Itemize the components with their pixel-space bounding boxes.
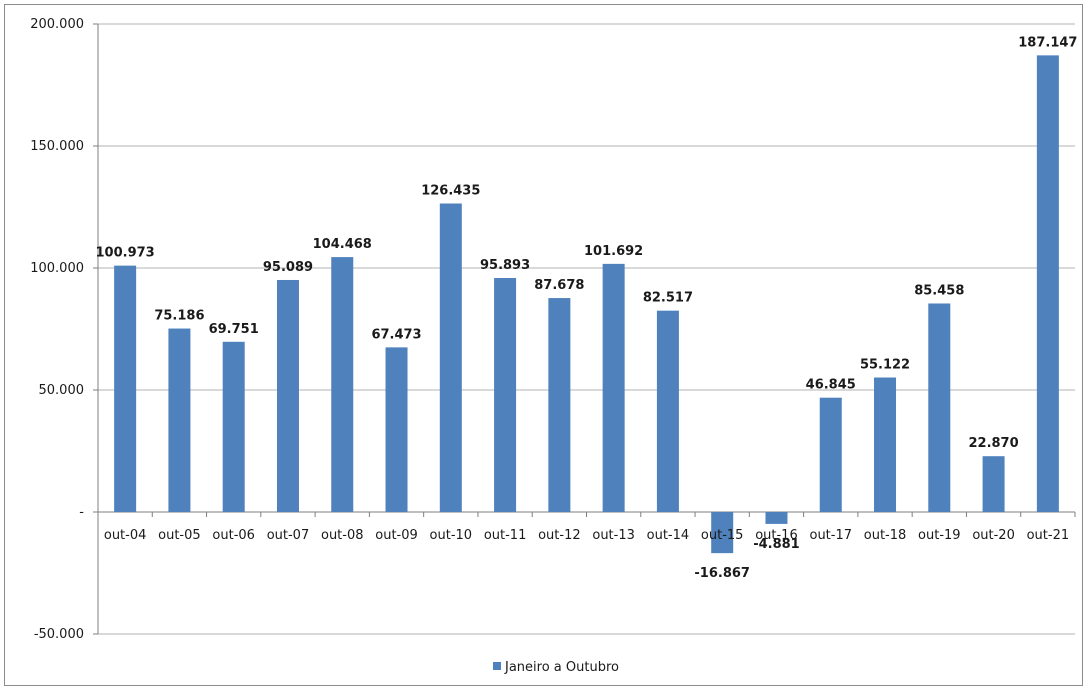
bar (331, 257, 354, 512)
y-tick-label: 200.000 (30, 17, 84, 32)
data-label: 87.678 (534, 278, 584, 293)
data-label: -4.881 (753, 537, 800, 552)
x-tick-label: out-14 (647, 528, 690, 543)
x-tick-label: out-11 (484, 528, 527, 543)
data-label: 82.517 (643, 291, 693, 306)
data-label: -16.867 (694, 566, 750, 581)
bar (276, 279, 299, 512)
legend-swatch (493, 662, 501, 670)
data-label: 22.870 (968, 436, 1018, 451)
data-label: 55.122 (860, 358, 910, 373)
bar (168, 328, 191, 512)
x-tick-label: out-06 (212, 528, 255, 543)
x-tick-label: out-20 (972, 528, 1015, 543)
bar (494, 278, 517, 512)
legend-label: Janeiro a Outubro (504, 660, 619, 675)
x-tick-label: out-09 (375, 528, 418, 543)
bar (222, 341, 245, 512)
bar (874, 377, 897, 512)
bar (765, 512, 788, 524)
x-tick-label: out-07 (267, 528, 310, 543)
data-label: 95.089 (263, 260, 313, 275)
data-label: 46.845 (806, 378, 856, 393)
x-tick-label: out-16 (755, 528, 798, 543)
data-label: 126.435 (421, 183, 480, 198)
x-tick-label: out-08 (321, 528, 364, 543)
x-tick-label: out-05 (158, 528, 201, 543)
bar (819, 397, 842, 512)
bar (439, 203, 462, 512)
x-tick-label: out-17 (809, 528, 852, 543)
data-label: 100.973 (96, 246, 155, 261)
bar (1036, 55, 1059, 512)
y-tick-label: - (79, 505, 84, 520)
data-label: 104.468 (313, 237, 372, 252)
gridlines (93, 23, 1075, 635)
data-label: 101.692 (584, 244, 643, 259)
bar (385, 347, 408, 512)
x-tick-label: out-12 (538, 528, 581, 543)
x-tick-label: out-21 (1027, 528, 1070, 543)
y-tick-label: 150.000 (30, 139, 84, 154)
y-tick-label: -50.000 (34, 627, 84, 642)
bars (114, 55, 1059, 554)
x-tick-label: out-19 (918, 528, 961, 543)
data-label: 75.186 (154, 309, 204, 324)
x-tick-label: out-18 (864, 528, 907, 543)
data-label: 85.458 (914, 283, 964, 298)
y-tick-label: 100.000 (30, 261, 84, 276)
bar (656, 310, 679, 512)
x-tick-label: out-15 (701, 528, 744, 543)
x-tick-label: out-13 (592, 528, 635, 543)
y-tick-labels: 200.000 150.000 100.000 50.000 - -50.000 (30, 17, 84, 642)
bar (548, 298, 571, 512)
data-label: 67.473 (371, 327, 421, 342)
bar (114, 265, 137, 512)
axes (97, 24, 1076, 634)
x-tick-labels: out-04 out-05 out-06 out-07 out-08 out-09 out-… (104, 528, 1069, 543)
legend: Janeiro a Outubro (493, 660, 619, 675)
bar (982, 456, 1005, 512)
data-label: 95.893 (480, 258, 530, 273)
x-tick-label: out-10 (430, 528, 473, 543)
bar (711, 512, 734, 554)
y-tick-label: 50.000 (39, 383, 85, 398)
bar (602, 263, 625, 512)
data-label: 187.147 (1018, 35, 1077, 50)
bar (928, 303, 951, 512)
x-tick-label: out-04 (104, 528, 147, 543)
data-label: 69.751 (209, 322, 259, 337)
